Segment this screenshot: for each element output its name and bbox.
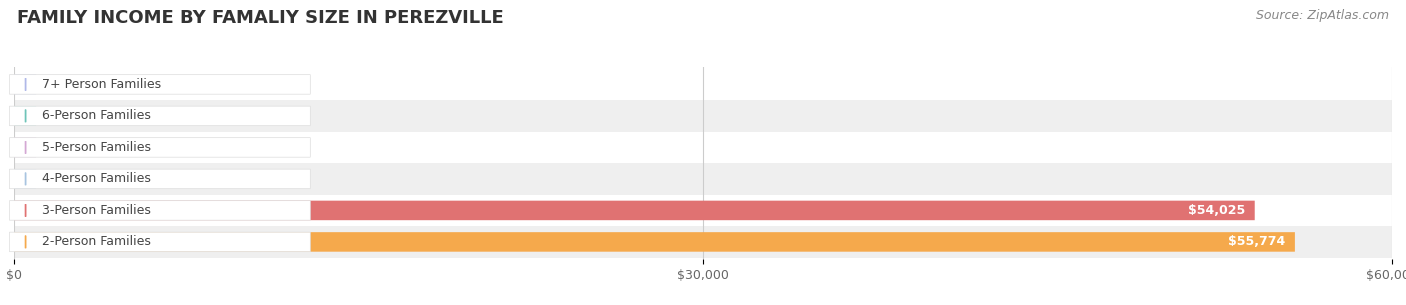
FancyBboxPatch shape [10, 138, 311, 157]
Text: $55,774: $55,774 [1229, 235, 1285, 249]
FancyBboxPatch shape [10, 75, 311, 94]
Bar [14, 100, 1392, 132]
Text: 3-Person Families: 3-Person Families [42, 204, 150, 217]
Bar [14, 195, 1392, 226]
Text: $0: $0 [45, 78, 62, 91]
FancyBboxPatch shape [10, 232, 311, 252]
FancyBboxPatch shape [14, 169, 37, 189]
Text: 5-Person Families: 5-Person Families [42, 141, 150, 154]
Text: $0: $0 [45, 109, 62, 122]
Bar [14, 132, 1392, 163]
FancyBboxPatch shape [14, 106, 37, 126]
Text: $0: $0 [45, 172, 62, 185]
Text: $0: $0 [45, 141, 62, 154]
Bar [14, 226, 1392, 258]
FancyBboxPatch shape [10, 169, 311, 189]
FancyBboxPatch shape [14, 138, 37, 157]
FancyBboxPatch shape [14, 201, 1254, 220]
Text: 6-Person Families: 6-Person Families [42, 109, 150, 122]
Text: FAMILY INCOME BY FAMALIY SIZE IN PEREZVILLE: FAMILY INCOME BY FAMALIY SIZE IN PEREZVI… [17, 9, 503, 27]
Bar [14, 163, 1392, 195]
Text: 4-Person Families: 4-Person Families [42, 172, 150, 185]
Text: Source: ZipAtlas.com: Source: ZipAtlas.com [1256, 9, 1389, 22]
Text: 7+ Person Families: 7+ Person Families [42, 78, 160, 91]
Text: $54,025: $54,025 [1188, 204, 1246, 217]
Bar [14, 69, 1392, 100]
FancyBboxPatch shape [10, 106, 311, 126]
Text: 2-Person Families: 2-Person Families [42, 235, 150, 249]
FancyBboxPatch shape [14, 232, 1295, 252]
FancyBboxPatch shape [14, 75, 37, 94]
FancyBboxPatch shape [10, 201, 311, 220]
